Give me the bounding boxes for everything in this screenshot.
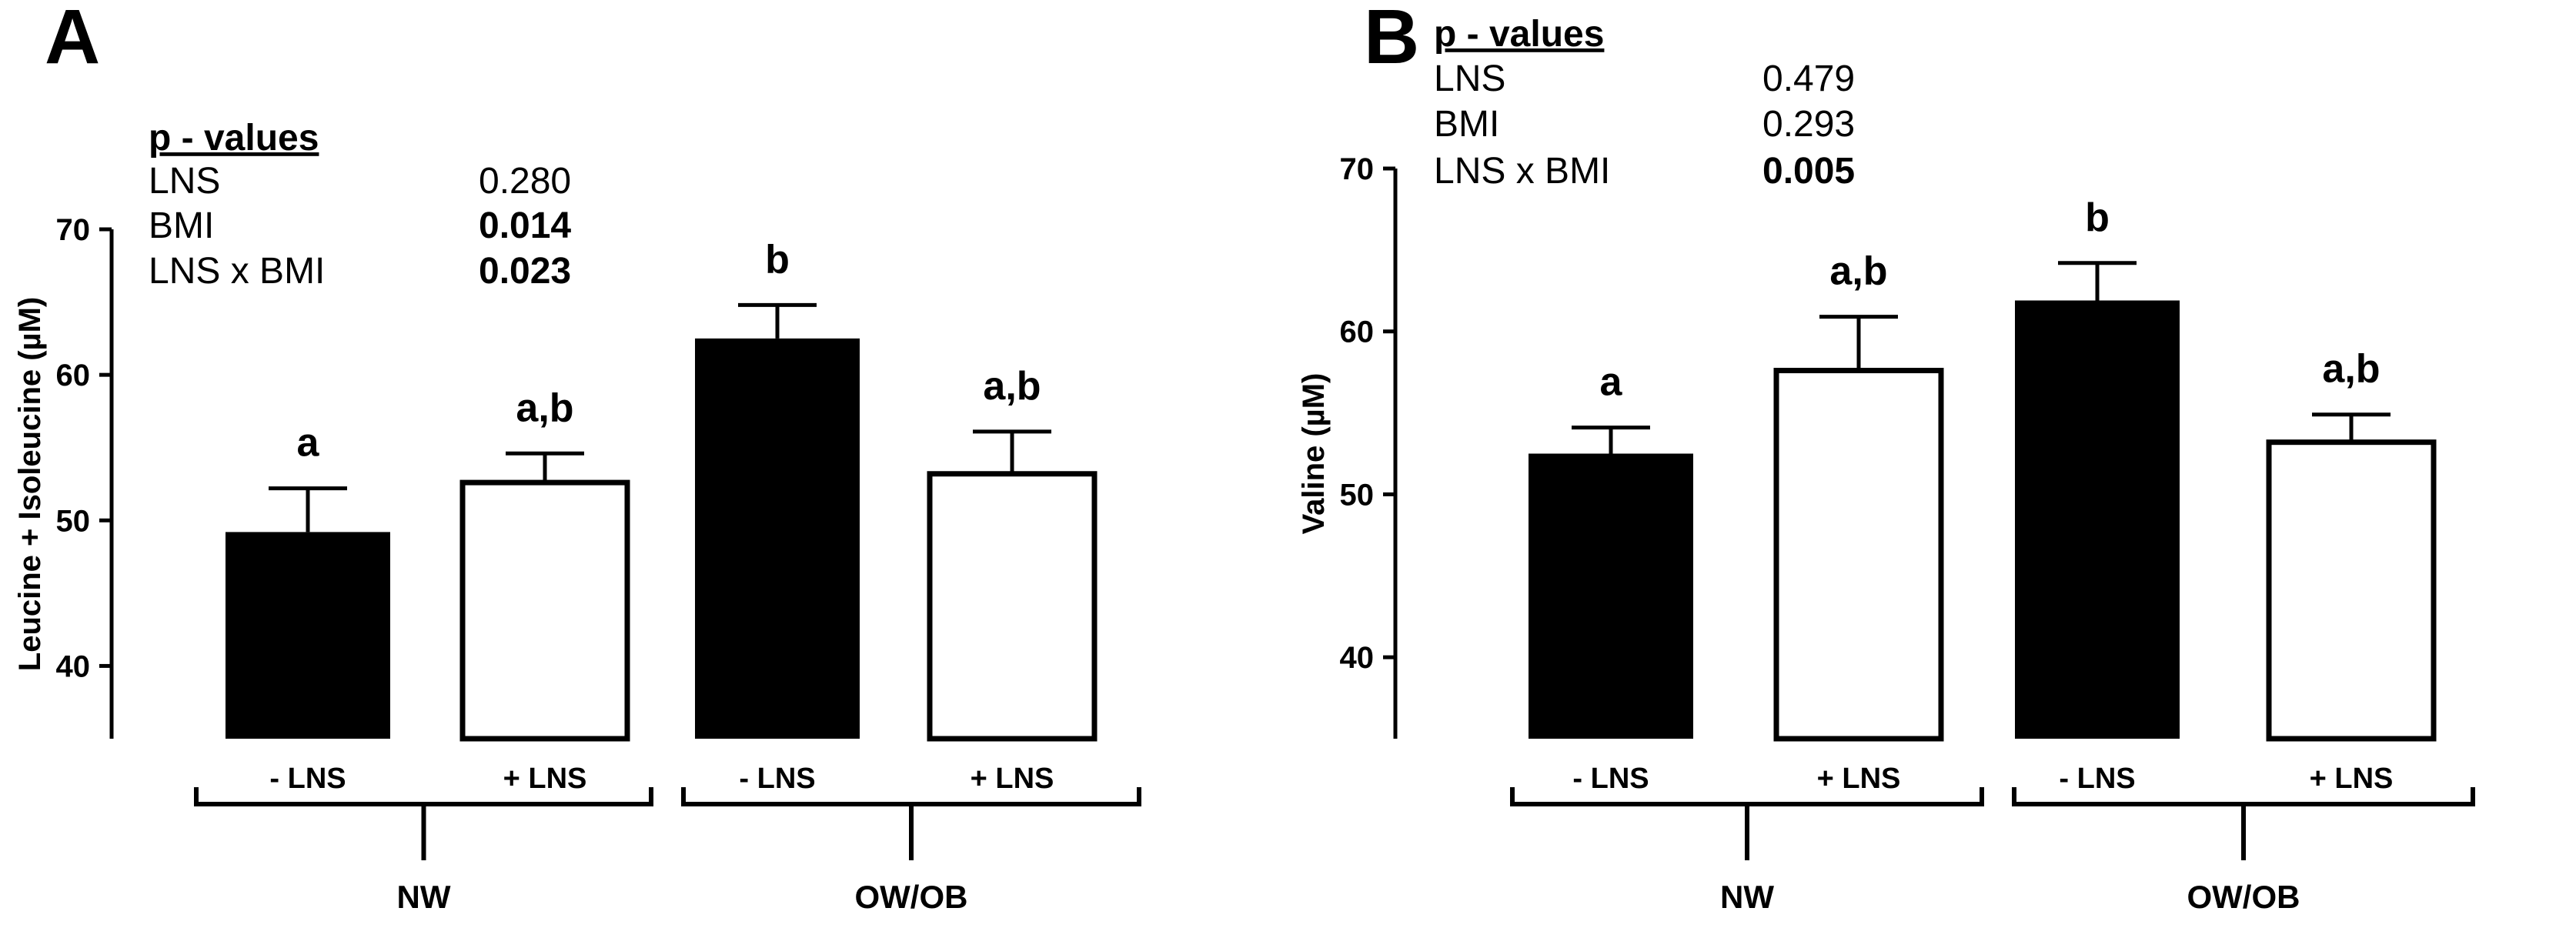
pvalues-title: p - values (1434, 14, 1604, 55)
bar (1529, 453, 1693, 739)
pvalue-label: LNS (1434, 58, 1505, 99)
group-label: OW/OB (2187, 879, 2300, 915)
pvalue-label: BMI (149, 205, 214, 246)
pvalues-title: p - values (149, 118, 319, 159)
significance-label: a,b (1829, 249, 1887, 294)
panel-letter: B (1364, 0, 1419, 80)
y-tick-label: 60 (56, 359, 91, 392)
y-tick-label: 50 (56, 504, 91, 538)
group-label: OW/OB (855, 879, 968, 915)
panel-letter: A (45, 0, 100, 80)
group-bracket (1510, 787, 1984, 860)
significance-label: b (2085, 195, 2110, 240)
y-tick-label: 70 (56, 213, 91, 247)
pvalue-label: LNS (149, 161, 220, 202)
category-label: + LNS (2310, 763, 2394, 795)
pvalue-value: 0.280 (479, 161, 571, 202)
group-bracket (194, 787, 653, 860)
bar (2015, 300, 2180, 739)
y-axis-label: Valine (µM) (1297, 373, 1331, 535)
y-axis-label: Leucine + Isoleucine (µM) (13, 297, 47, 671)
category-label: + LNS (971, 763, 1054, 795)
significance-label: a (1600, 360, 1623, 405)
significance-label: a (297, 421, 320, 466)
bar (459, 479, 630, 742)
bar (1773, 368, 1944, 742)
y-tick-label: 40 (1340, 641, 1375, 675)
bar (927, 471, 1098, 742)
y-tick-label: 60 (1340, 315, 1375, 349)
category-label: - LNS (269, 763, 346, 795)
y-tick-label: 70 (1340, 152, 1375, 186)
pvalue-label: BMI (1434, 104, 1499, 145)
pvalue-value: 0.014 (479, 205, 571, 246)
pvalue-value: 0.005 (1762, 151, 1855, 192)
significance-label: b (765, 237, 790, 282)
group-bracket (681, 787, 1141, 860)
pvalue-value: 0.293 (1762, 104, 1855, 145)
group-label: NW (397, 879, 451, 915)
pvalue-value: 0.023 (479, 251, 571, 292)
category-label: - LNS (2059, 763, 2135, 795)
y-tick-label: 50 (1340, 478, 1375, 512)
pvalue-label: LNS x BMI (149, 251, 325, 292)
y-tick-label: 40 (56, 649, 91, 683)
significance-label: a,b (2322, 347, 2380, 392)
pvalue-value: 0.479 (1762, 58, 1855, 99)
bar (2266, 439, 2437, 742)
category-label: + LNS (1817, 763, 1901, 795)
group-label: NW (1720, 879, 1774, 915)
category-label: - LNS (1572, 763, 1649, 795)
group-bracket (2012, 787, 2475, 860)
bar (226, 532, 390, 739)
pvalue-label: LNS x BMI (1434, 151, 1610, 192)
significance-label: a,b (983, 364, 1041, 409)
bar (695, 338, 860, 739)
significance-label: a,b (516, 386, 573, 430)
category-label: - LNS (739, 763, 815, 795)
category-label: + LNS (503, 763, 587, 795)
